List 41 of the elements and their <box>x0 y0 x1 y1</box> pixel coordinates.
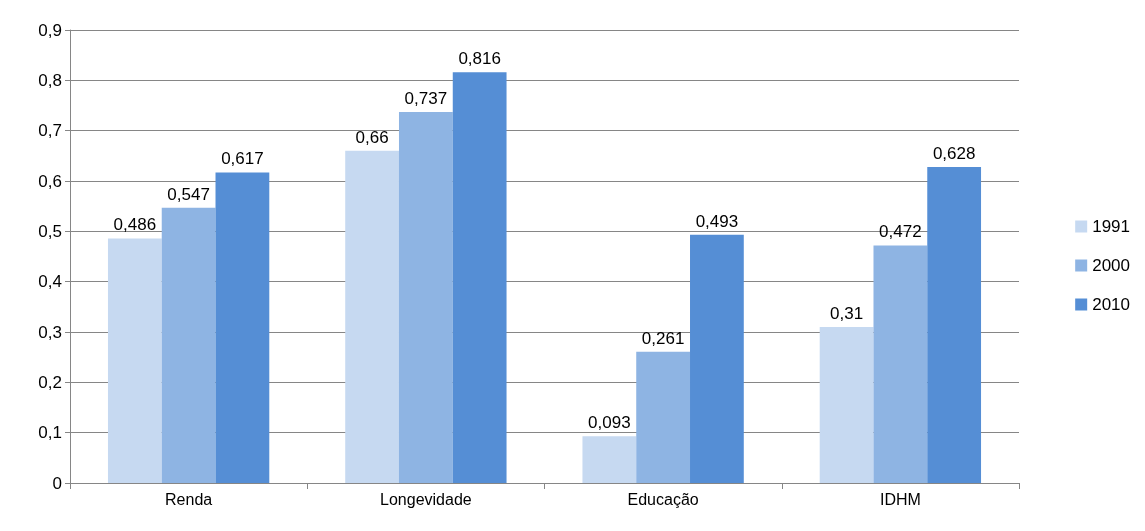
bar <box>345 150 399 483</box>
data-label: 0,617 <box>221 149 264 169</box>
bar <box>819 326 874 483</box>
y-tick-label: 0,4 <box>38 272 62 292</box>
bar <box>398 112 453 483</box>
data-label: 0,493 <box>695 211 739 231</box>
data-label: 0,816 <box>458 49 501 69</box>
data-label: 0,66 <box>355 127 389 147</box>
y-tick-label: 0,5 <box>38 221 62 241</box>
bar <box>107 238 162 483</box>
bar <box>161 207 216 483</box>
bar <box>636 351 691 483</box>
data-label: 0,31 <box>830 303 864 323</box>
y-tick-label: 0 <box>52 473 62 493</box>
x-tick-label: Longevidade <box>380 490 472 508</box>
data-label: 0,486 <box>113 215 157 235</box>
x-tick-label: Educação <box>627 490 699 508</box>
data-label: 0,261 <box>641 328 685 348</box>
legend-label: 2000 <box>1092 256 1131 275</box>
y-tick-label: 0,9 <box>38 20 62 40</box>
y-tick-label: 0,6 <box>38 171 62 191</box>
legend-label: 1991 <box>1092 217 1131 236</box>
y-tick-label: 0,2 <box>38 372 62 392</box>
bar <box>452 72 507 483</box>
data-label: 0,472 <box>879 222 922 242</box>
y-tick-label: 0,8 <box>38 70 62 90</box>
y-tick-label: 0,3 <box>38 322 62 342</box>
data-label: 0,547 <box>167 184 210 204</box>
bar <box>927 166 982 483</box>
legend-label: 2010 <box>1092 295 1131 314</box>
bar <box>582 436 637 483</box>
bar <box>873 245 928 483</box>
bar <box>215 172 270 483</box>
data-label: 0,093 <box>588 413 631 433</box>
bar <box>690 234 744 483</box>
x-tick-label: IDHM <box>879 490 921 508</box>
y-tick-label: 0,1 <box>38 423 62 443</box>
data-label: 0,737 <box>404 89 448 109</box>
y-tick-label: 0,7 <box>38 121 62 141</box>
x-tick-label: Renda <box>165 490 213 508</box>
data-label: 0,628 <box>932 143 976 163</box>
